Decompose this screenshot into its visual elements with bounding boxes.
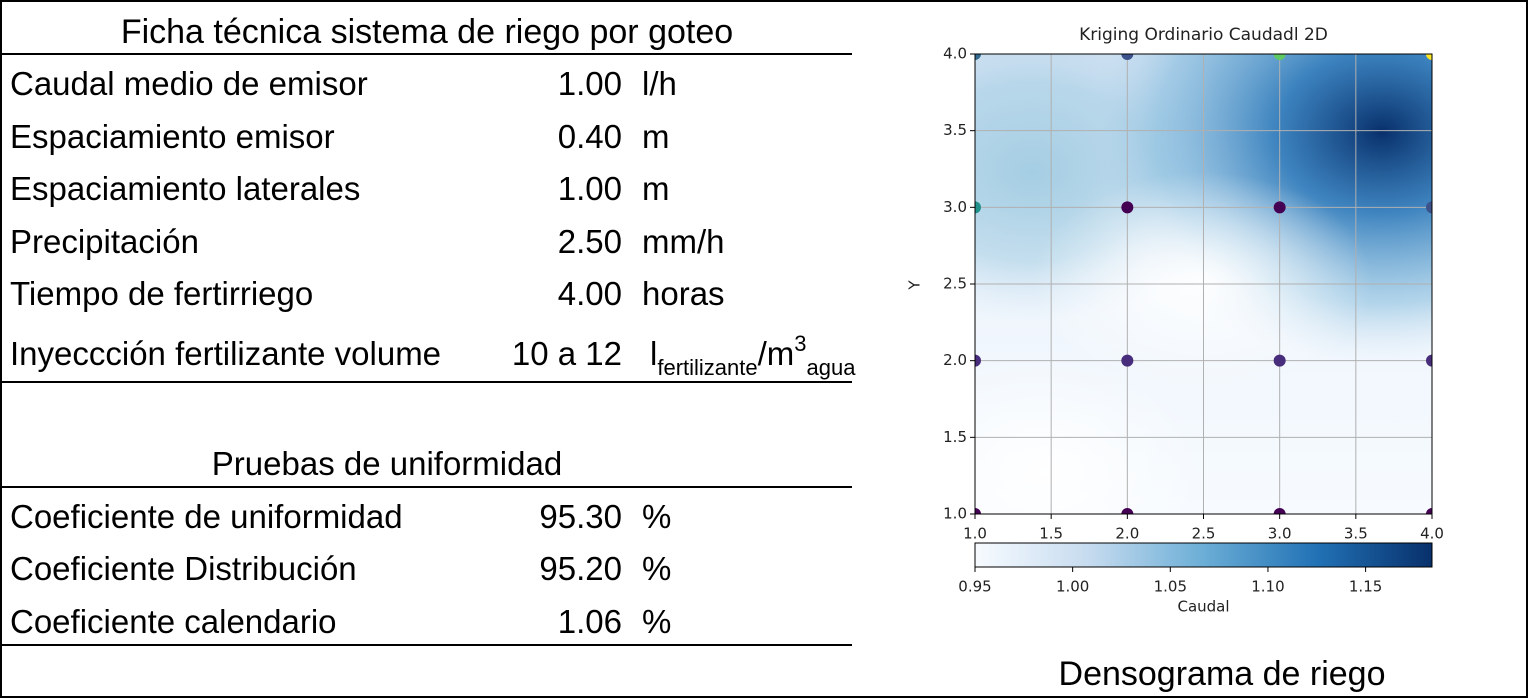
unit-part: fertilizante — [657, 355, 758, 380]
x-tick-label: 2.0 — [1115, 525, 1139, 543]
colorbar-tick-label: 1.05 — [1154, 578, 1187, 596]
row-label: Caudal medio de emisor — [10, 65, 368, 102]
unit-part: 3 — [794, 331, 807, 356]
sample-point — [1426, 54, 1432, 60]
unit-part: agua — [806, 355, 856, 380]
row-unit: % — [642, 498, 672, 535]
row-unit: l/h — [642, 65, 677, 102]
rule — [2, 644, 852, 646]
colorbar-tick-label: 0.95 — [958, 578, 991, 596]
sheet-title: Ficha técnica sistema de riego por goteo — [120, 13, 734, 51]
sample-point — [1273, 508, 1286, 514]
sample-point — [975, 508, 981, 514]
rule — [2, 381, 852, 383]
colorbar — [974, 542, 1433, 568]
row-label: Inyeccción fertilizante volume — [10, 335, 442, 372]
row-value: 4.00 — [557, 275, 622, 312]
x-tick-label: 1.5 — [1039, 525, 1063, 543]
row-value: 10 a 12 — [511, 335, 622, 372]
row-value: 95.20 — [539, 550, 622, 587]
y-tick-label: 3.0 — [943, 198, 967, 216]
row-label: Espaciamiento emisor — [10, 118, 335, 155]
row-unit: horas — [642, 275, 725, 312]
row-label: Tiempo de fertirriego — [10, 275, 314, 312]
row-unit: mm/h — [642, 223, 725, 260]
row-unit: m — [642, 118, 670, 155]
row-unit: % — [642, 603, 672, 640]
x-tick-label: 3.0 — [1268, 525, 1292, 543]
rule — [2, 486, 852, 488]
row-value: 2.50 — [557, 223, 622, 260]
sample-point — [1426, 201, 1432, 214]
row-label: Precipitación — [10, 223, 199, 260]
colorbar-tick-label: 1.10 — [1251, 578, 1284, 596]
x-tick-label: 1.0 — [963, 525, 987, 543]
colorbar-label: Caudal — [1177, 598, 1229, 616]
row-value: 1.00 — [557, 65, 622, 102]
y-axis-label: Y — [906, 280, 924, 291]
x-tick-label: 3.5 — [1344, 525, 1368, 543]
section-title: Pruebas de uniformidad — [211, 445, 563, 482]
row-value: 1.00 — [557, 170, 622, 207]
sample-point — [975, 201, 981, 214]
y-tick-label: 4.0 — [943, 45, 967, 63]
row-label: Coeficiente Distribución — [10, 550, 357, 587]
sample-point — [975, 54, 981, 60]
row-value: 0.40 — [557, 118, 622, 155]
plot-title: Kriging Ordinario Caudadl 2D — [1079, 25, 1328, 45]
y-tick-label: 2.0 — [943, 351, 967, 369]
sample-points — [975, 54, 1432, 514]
unit-part: /m — [757, 335, 795, 372]
y-tick-label: 1.5 — [943, 428, 967, 446]
sample-point — [1273, 54, 1286, 60]
heatmap — [975, 54, 1432, 514]
sample-point — [1121, 201, 1134, 214]
row-label: Espaciamiento laterales — [10, 170, 361, 207]
row-value: 95.30 — [539, 498, 622, 535]
axes-frame — [974, 53, 1433, 515]
plot-caption: Densograma de riego — [1058, 655, 1386, 693]
sample-point — [1426, 354, 1432, 367]
row-label: Coeficiente de uniformidad — [10, 498, 403, 535]
sample-point — [975, 354, 981, 367]
rule — [2, 53, 852, 55]
sample-point — [1426, 508, 1432, 514]
colorbar-tick-label: 1.00 — [1056, 578, 1089, 596]
sample-point — [1121, 354, 1134, 367]
row-unit: m — [642, 170, 670, 207]
y-tick-label: 1.0 — [943, 505, 967, 523]
sample-point — [1121, 54, 1134, 60]
x-tick-label: 4.0 — [1420, 525, 1444, 543]
colorbar-tick-label: 1.15 — [1349, 578, 1382, 596]
sample-point — [1273, 354, 1286, 367]
row-unit: lfertilizante/m3agua — [650, 328, 890, 380]
row-unit: % — [642, 550, 672, 587]
y-tick-label: 2.5 — [943, 275, 967, 293]
sample-point — [1121, 508, 1134, 514]
sample-point — [1273, 201, 1286, 214]
row-label: Coeficiente calendario — [10, 603, 337, 640]
y-tick-label: 3.5 — [943, 121, 967, 139]
unit-part: l — [650, 335, 658, 372]
row-value: 1.06 — [557, 603, 622, 640]
x-tick-label: 2.5 — [1192, 525, 1216, 543]
